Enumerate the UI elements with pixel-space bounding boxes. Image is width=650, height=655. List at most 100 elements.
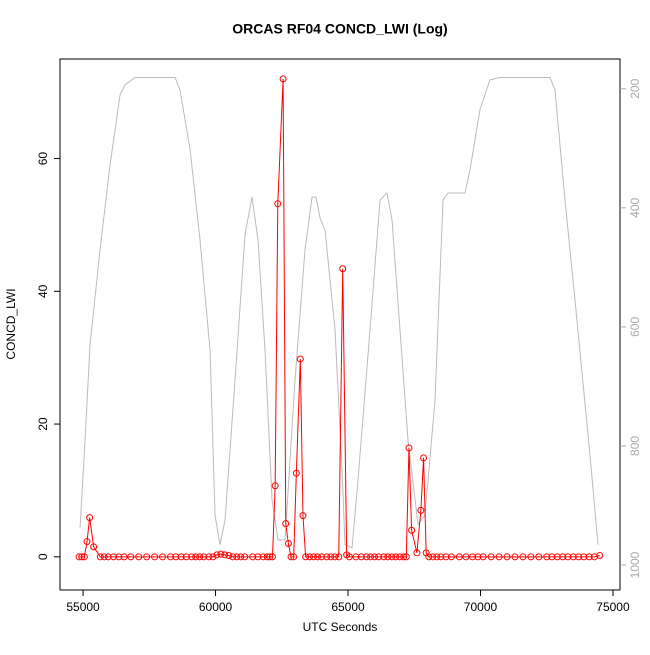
data-point <box>374 553 382 561</box>
data-point <box>200 553 208 561</box>
data-point <box>331 553 339 561</box>
y2-tick-label: 400 <box>628 197 642 217</box>
data-point <box>151 553 159 561</box>
data-point <box>233 553 241 561</box>
data-point <box>292 469 300 477</box>
data-point <box>254 553 262 561</box>
data-point <box>83 538 91 546</box>
data-point <box>323 553 331 561</box>
data-point <box>535 553 543 561</box>
data-point <box>182 553 190 561</box>
data-point <box>585 553 593 561</box>
data-point <box>314 553 322 561</box>
data-point <box>229 553 237 561</box>
x-tick-label: 75000 <box>596 600 630 614</box>
data-point <box>135 553 143 561</box>
data-point <box>388 553 396 561</box>
data-point <box>296 355 304 363</box>
data-point <box>266 553 274 561</box>
data-point <box>367 553 375 561</box>
data-point <box>282 520 290 528</box>
data-point <box>279 75 287 83</box>
data-point <box>447 553 455 561</box>
data-point <box>120 553 128 561</box>
data-point <box>104 553 112 561</box>
data-point <box>479 553 487 561</box>
y2-tick-label: 1000 <box>628 551 642 578</box>
series-line <box>79 78 600 558</box>
data-point <box>100 553 108 561</box>
series-line <box>79 76 599 549</box>
y-tick-label: 0 <box>36 553 50 560</box>
data-point <box>166 553 174 561</box>
data-point <box>580 553 588 561</box>
data-point <box>396 553 404 561</box>
data-point <box>469 553 477 561</box>
y2-tick-label: 800 <box>628 436 642 456</box>
data-point <box>363 553 371 561</box>
y-tick-label: 60 <box>36 152 50 166</box>
y-tick-label: 40 <box>36 284 50 298</box>
data-point <box>177 553 185 561</box>
data-point <box>318 553 326 561</box>
data-point <box>455 553 463 561</box>
data-point <box>519 553 527 561</box>
data-point <box>417 506 425 514</box>
data-point <box>192 553 200 561</box>
data-point <box>339 265 347 273</box>
data-point <box>310 553 318 561</box>
data-point <box>548 553 556 561</box>
data-point <box>221 551 229 559</box>
data-point <box>302 553 310 561</box>
y2-tick-label: 600 <box>628 317 642 337</box>
data-point <box>559 553 567 561</box>
data-point <box>474 553 482 561</box>
x-tick-label: 55000 <box>66 600 100 614</box>
data-point <box>384 553 392 561</box>
data-point <box>209 553 217 561</box>
data-point <box>299 512 307 520</box>
chart-title: ORCAS RF04 CONCD_LWI (Log) <box>232 21 447 37</box>
data-point <box>225 551 233 559</box>
data-point <box>96 553 104 561</box>
data-point <box>408 526 416 534</box>
data-point <box>259 553 267 561</box>
data-point <box>371 553 379 561</box>
data-point <box>327 553 335 561</box>
data-point <box>527 553 535 561</box>
data-point <box>503 553 511 561</box>
data-point <box>143 553 151 561</box>
data-point <box>429 553 437 561</box>
y-axis-label: CONCD_LWI <box>4 288 18 359</box>
data-point <box>78 553 86 561</box>
data-point <box>213 551 221 559</box>
x-tick-label: 65000 <box>331 600 365 614</box>
data-point <box>357 553 365 561</box>
data-point <box>287 553 295 561</box>
data-point <box>425 553 433 561</box>
data-point <box>433 553 441 561</box>
data-point <box>75 553 83 561</box>
data-point <box>172 553 180 561</box>
data-point <box>188 553 196 561</box>
data-point <box>86 514 94 522</box>
data-point <box>543 553 551 561</box>
data-point <box>405 444 413 452</box>
data-point <box>511 553 519 561</box>
data-point <box>115 553 123 561</box>
data-point <box>380 553 388 561</box>
data-point <box>345 553 353 561</box>
data-point <box>306 553 314 561</box>
data-point <box>553 553 561 561</box>
data-point <box>196 553 204 561</box>
data-point <box>569 553 577 561</box>
data-point <box>392 553 400 561</box>
data-point <box>420 454 428 462</box>
data-point <box>205 553 213 561</box>
data-point <box>352 553 360 561</box>
data-point <box>400 553 408 561</box>
data-point <box>290 553 298 561</box>
data-point <box>80 553 88 561</box>
